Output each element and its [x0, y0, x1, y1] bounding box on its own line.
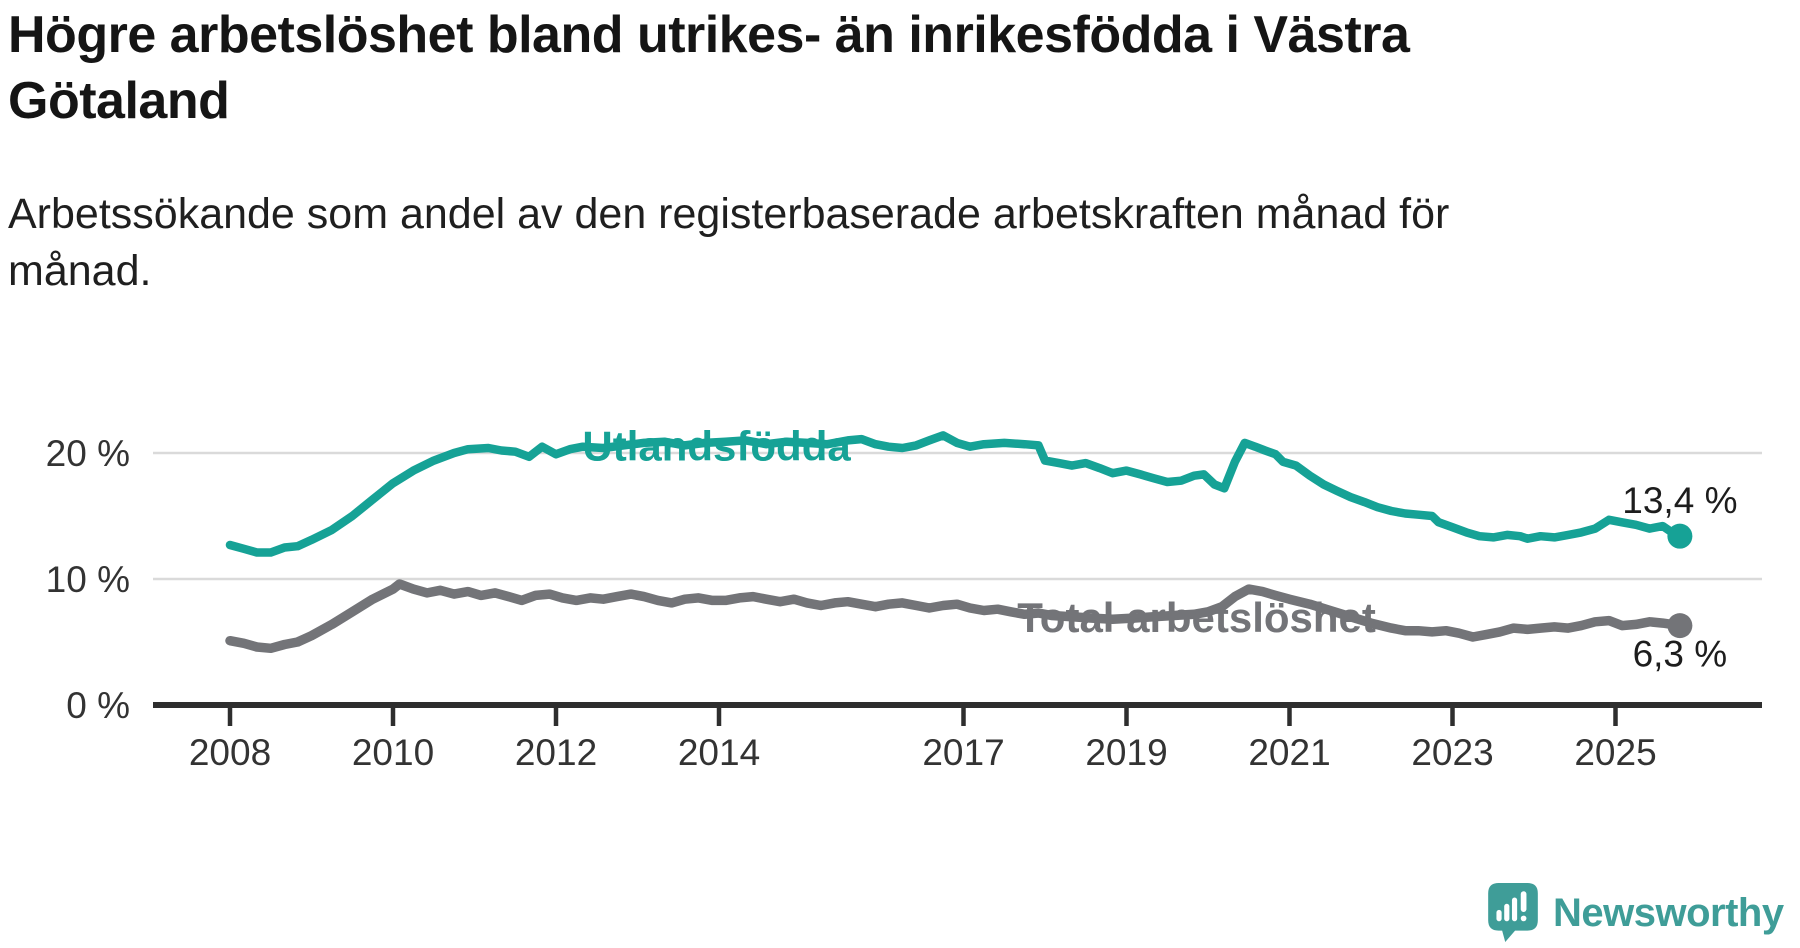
y-axis-tick-label: 10 %	[46, 559, 130, 600]
x-axis-tick-label: 2012	[515, 732, 597, 773]
title-line-1: Högre arbetslöshet bland utrikes- än inr…	[8, 6, 1410, 64]
newsworthy-logo: Newsworthy	[1488, 882, 1784, 944]
x-axis-tick-label: 2025	[1574, 732, 1656, 773]
x-axis-tick-label: 2017	[922, 732, 1004, 773]
subtitle-line-1: Arbetssökande som andel av den registerb…	[8, 190, 1450, 238]
x-axis-tick-label: 2010	[352, 732, 434, 773]
series-end-value-label: 6,3 %	[1633, 634, 1728, 675]
subtitle-line-2: månad.	[8, 247, 152, 295]
title-line-2: Götaland	[8, 72, 230, 130]
series-end-value-label: 13,4 %	[1622, 480, 1737, 521]
y-axis-tick-label: 0 %	[66, 685, 130, 726]
series-end-dot	[1667, 523, 1693, 549]
series-end-dot	[1667, 613, 1693, 639]
x-axis-tick-label: 2008	[189, 732, 271, 773]
x-axis-tick-label: 2019	[1085, 732, 1167, 773]
series-inline-label: Total arbetslöshet	[1017, 594, 1376, 641]
x-axis-tick-label: 2023	[1411, 732, 1493, 773]
y-axis-tick-label: 20 %	[46, 433, 130, 474]
x-axis-tick-label: 2014	[678, 732, 760, 773]
x-axis-tick-label: 2021	[1248, 732, 1330, 773]
newsworthy-speech-bubble-bar-chart-icon	[1488, 883, 1538, 942]
series-line	[225, 431, 1685, 557]
page-title: Högre arbetslöshet bland utrikes- än inr…	[8, 2, 1748, 134]
series-inline-label: Utlandsfödda	[582, 422, 851, 469]
chart-subtitle: Arbetssökande som andel av den registerb…	[8, 186, 1708, 300]
series-line	[225, 579, 1685, 654]
newsworthy-wordmark: Newsworthy	[1553, 891, 1784, 935]
